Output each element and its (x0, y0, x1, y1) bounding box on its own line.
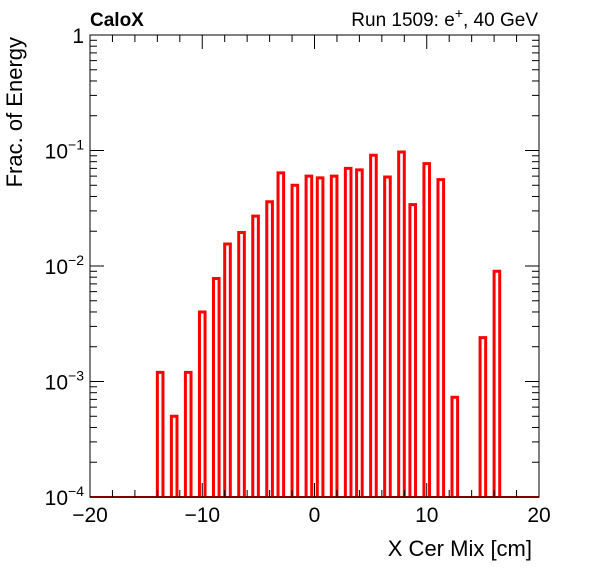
histogram-bar-8 (265, 200, 274, 497)
histogram-bar-23 (478, 336, 488, 497)
histogram-bar-4 (211, 276, 221, 497)
histogram-bar-22 (450, 395, 460, 497)
y-axis-title: Frac. of Energy (2, 37, 27, 187)
histogram-bar-0 (155, 370, 165, 497)
histogram-bars (155, 150, 502, 497)
run-label-suffix: , 40 GeV (463, 10, 538, 31)
y-tick-label: 10−2 (45, 252, 85, 279)
histogram-bar-5 (223, 242, 232, 497)
x-tick-label: 10 (415, 504, 438, 527)
x-tick-label: 20 (527, 504, 550, 527)
y-tick-label: 10−4 (45, 483, 85, 510)
histogram-bar-24 (492, 269, 502, 497)
run-label-charge: + (455, 5, 463, 21)
histogram-bar-13 (329, 174, 339, 497)
histogram-bar-18 (397, 150, 406, 497)
histogram-bar-9 (276, 171, 286, 497)
x-tick-label: −10 (184, 504, 220, 527)
histogram-bar-2 (183, 370, 193, 497)
y-axis-ticks (90, 34, 539, 498)
histogram-bar-3 (197, 310, 207, 497)
histogram-bar-10 (290, 183, 300, 497)
histogram-bar-14 (343, 166, 353, 497)
run-label-prefix: Run 1509: e (351, 10, 455, 31)
histogram-bar-11 (304, 174, 314, 497)
y-tick-label: 10−3 (45, 368, 85, 395)
run-label: Run 1509: e+, 40 GeV (351, 5, 538, 31)
y-tick-label: 1 (72, 25, 84, 48)
x-axis-tick-labels: −20 −10 0 10 20 (72, 504, 550, 527)
x-tick-label: 0 (309, 504, 321, 527)
x-axis-title: X Cer Mix [cm] (388, 536, 532, 561)
histogram-bar-21 (436, 178, 446, 497)
histogram-bar-12 (315, 176, 325, 497)
histogram-bar-19 (408, 203, 418, 497)
y-axis-tick-labels: 1 10−1 10−2 10−3 10−4 (45, 25, 85, 510)
histogram-bar-1 (169, 414, 179, 497)
histogram-bar-7 (251, 214, 260, 497)
histogram-bar-16 (369, 153, 378, 497)
x-tick-label: −20 (72, 504, 108, 527)
histogram-bar-6 (237, 231, 246, 497)
x-axis-ticks (89, 35, 540, 497)
experiment-label: CaloX (90, 10, 144, 31)
histogram-bar-17 (383, 175, 392, 497)
y-tick-label: 10−1 (45, 137, 85, 164)
histogram-bar-15 (355, 168, 364, 497)
histogram-bar-20 (422, 162, 432, 497)
